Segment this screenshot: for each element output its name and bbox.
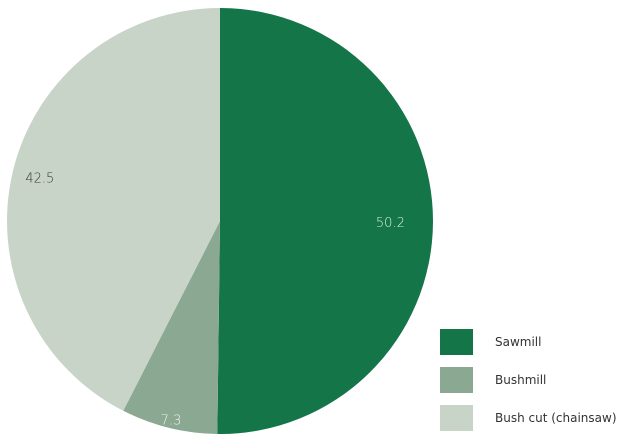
legend-swatch-bushmill <box>440 367 473 393</box>
legend-item-sawmill: Sawmill <box>440 329 541 355</box>
legend-swatch-bush-cut-chainsaw <box>440 405 473 431</box>
legend-label-bush-cut-chainsaw: Bush cut (chainsaw) <box>495 411 617 425</box>
pie-slice-bush-cut-chainsaw <box>6 8 220 411</box>
legend-item-bushmill: Bushmill <box>440 367 546 393</box>
pie-slice-sawmill <box>217 8 433 434</box>
data-label-sawmill: 50.2 <box>376 216 405 231</box>
data-label-bushmill: 7.3 <box>161 414 182 429</box>
legend-label-sawmill: Sawmill <box>495 335 541 349</box>
legend: Sawmill Bushmill Bush cut (chainsaw) <box>440 329 617 431</box>
pie-slice-bushmill <box>123 221 220 434</box>
legend-label-bushmill: Bushmill <box>495 373 546 387</box>
pie-slice-labels: 50.2 7.3 42.5 <box>25 172 405 429</box>
legend-swatch-sawmill <box>440 329 473 355</box>
data-label-bush-cut-chainsaw: 42.5 <box>25 172 54 187</box>
pie-slices <box>6 8 433 434</box>
legend-item-bush-cut-chainsaw: Bush cut (chainsaw) <box>440 405 617 431</box>
